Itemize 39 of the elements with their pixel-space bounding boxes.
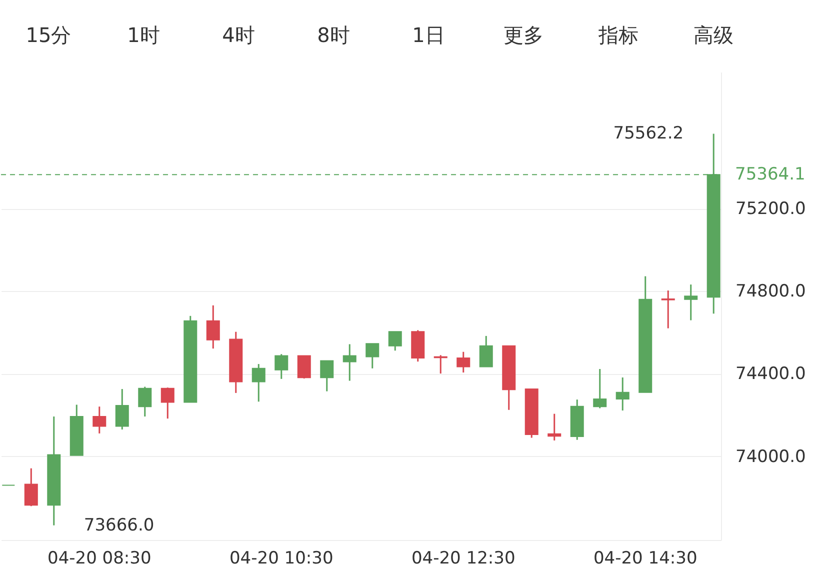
y-tick-label: 74400.0: [736, 364, 806, 384]
candlestick: [684, 284, 698, 321]
candlestick: [342, 343, 356, 382]
text: 指标: [598, 23, 638, 47]
text: 15分: [26, 23, 72, 47]
candlestick: [24, 468, 38, 507]
text: 8时: [317, 23, 350, 47]
candlestick: [274, 353, 288, 380]
candlestick: [388, 330, 402, 352]
candlestick: [366, 342, 380, 370]
candlestick: [320, 360, 334, 392]
x-tick-label: 04-20 08:30: [47, 548, 152, 568]
candlestick: [616, 376, 630, 412]
candlestick: [138, 386, 152, 418]
ref-line-label: 75364.1: [735, 164, 806, 185]
candlestick: [92, 406, 106, 434]
candlestick: [297, 355, 311, 380]
y-tick-label: 74000.0: [736, 446, 806, 467]
y-tick-label: 75200.0: [736, 199, 806, 220]
y-tick-label: 74800.0: [736, 282, 806, 302]
annotation: 73666.0: [84, 515, 154, 536]
text: 4时: [222, 23, 255, 47]
candlestick: [548, 413, 562, 442]
candlestick: [115, 388, 129, 430]
x-tick-label: 04-20 10:30: [229, 548, 334, 568]
text: 更多: [504, 23, 544, 47]
text: 1时: [127, 23, 160, 47]
text: 高级: [694, 23, 734, 47]
x-tick-label: 04-20 14:30: [593, 548, 698, 568]
candlestick: [252, 363, 266, 402]
candlestick: [160, 386, 174, 420]
x-tick-label: 04-20 12:30: [411, 548, 516, 568]
candlestick: [206, 304, 220, 350]
candlestick: [456, 351, 470, 374]
candlestick: [661, 290, 675, 330]
annotation: 75562.2: [613, 124, 684, 144]
candlestick: [593, 368, 607, 409]
candlestick: [479, 335, 493, 368]
text: 1日: [412, 23, 445, 47]
